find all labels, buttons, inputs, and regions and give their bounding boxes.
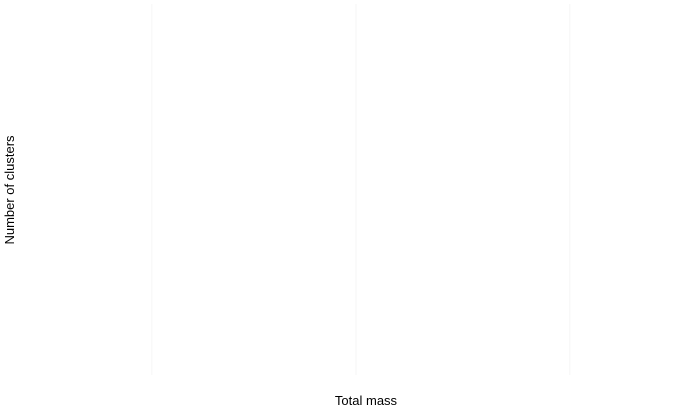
y-axis-title: Number of clusters (2, 135, 17, 245)
x-axis-title: Total mass (335, 393, 398, 408)
